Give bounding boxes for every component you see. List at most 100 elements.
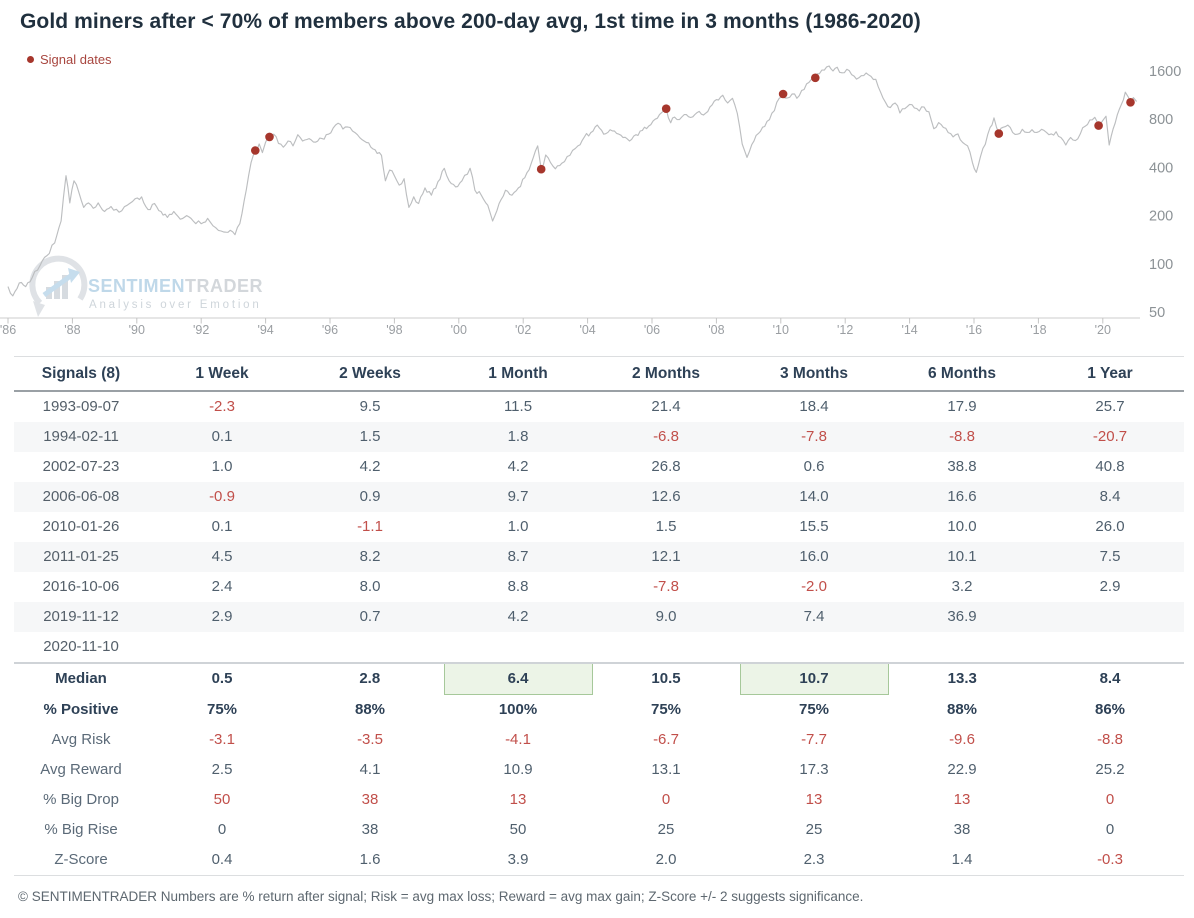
- table-cell: 12.1: [651, 548, 681, 565]
- table-cell: 3.9: [444, 845, 592, 876]
- table-cell: 0.1: [211, 518, 233, 535]
- table-cell: 9.0: [655, 608, 677, 625]
- table-cell: 16.0: [799, 548, 829, 565]
- table-cell: 10.5: [592, 662, 740, 695]
- table-cell: 8.8: [507, 578, 529, 595]
- table-cell: 86%: [1094, 700, 1126, 718]
- table-cell: 1.5: [655, 518, 677, 535]
- table-cell: 0: [1105, 791, 1115, 808]
- column-header: 2 Months: [592, 356, 740, 392]
- row-label: 2011-01-25: [43, 548, 119, 565]
- table-cell: 3.2: [951, 578, 973, 595]
- row-label: % Big Rise: [44, 821, 118, 838]
- y-axis-tick-label: 1600: [1149, 64, 1181, 80]
- table-cell: 75%: [206, 700, 238, 718]
- table-cell: 13: [953, 791, 971, 808]
- table-cell: 9.7: [507, 488, 529, 505]
- table-cell: 9.5: [359, 398, 381, 415]
- x-axis-tick-label: '08: [708, 323, 724, 337]
- table-cell: -3.5: [357, 731, 383, 748]
- row-label: 2019-11-12: [43, 608, 119, 625]
- row-label: 2016-10-06: [42, 578, 120, 595]
- x-axis-tick-label: '94: [257, 323, 273, 337]
- y-axis-tick-label: 50: [1149, 305, 1165, 321]
- table-row: 2016-10-06 2.4 8.0 8.8 -7.8 -2.0 3.2 2.9: [14, 572, 1184, 602]
- table-cell: 2.5: [211, 761, 233, 778]
- table-row: 1994-02-11 0.1 1.5 1.8 -6.8 -7.8 -8.8 -20.7: [14, 422, 1184, 452]
- signal-date-dot: [536, 164, 546, 174]
- summary-row: % Positive 75% 88% 100% 75% 75% 88% 86%: [14, 695, 1184, 726]
- table-cell: 12.6: [651, 488, 681, 505]
- column-header: 3 Months: [740, 356, 888, 392]
- page-title: Gold miners after < 70% of members above…: [20, 10, 921, 33]
- x-axis-tick-label: '92: [193, 323, 209, 337]
- table-cell: 2.9: [211, 608, 233, 625]
- column-header: 6 Months: [888, 356, 1036, 392]
- x-axis-tick-label: '02: [515, 323, 531, 337]
- row-label: Median: [14, 662, 148, 695]
- row-label: Avg Reward: [40, 761, 122, 778]
- signal-date-dot: [661, 104, 671, 113]
- signal-dot-icon: [27, 56, 34, 63]
- table-cell: 36.9: [947, 608, 977, 625]
- table-cell: 11.5: [503, 398, 533, 415]
- table-cell: 0: [1105, 821, 1115, 838]
- signal-date-dot: [265, 132, 274, 142]
- signal-date-dot: [1094, 121, 1103, 130]
- row-label: 2020-11-10: [43, 638, 119, 655]
- table-cell: 38.8: [947, 458, 977, 475]
- table-cell: 22.9: [947, 761, 977, 778]
- summary-row: Avg Reward 2.5 4.1 10.9 13.1 17.3 22.9 25.2: [14, 755, 1184, 785]
- table-cell: 1.0: [507, 518, 529, 535]
- table-cell: -7.8: [653, 578, 679, 595]
- footer-note: © SENTIMENTRADER Numbers are % return af…: [18, 889, 864, 904]
- svg-text:SENTIMENTRADER: SENTIMENTRADER: [88, 276, 263, 296]
- summary-row: Avg Risk -3.1 -3.5 -4.1 -6.7 -7.7 -9.6 -8.8: [14, 725, 1184, 755]
- table-cell: 8.4: [1036, 662, 1184, 695]
- table-cell: 2.0: [592, 845, 740, 876]
- column-header: 1 Year: [1036, 356, 1184, 392]
- table-cell: -0.9: [209, 488, 235, 505]
- table-row: 2019-11-12 2.9 0.7 4.2 9.0 7.4 36.9: [14, 602, 1184, 632]
- signal-dots: [251, 73, 1135, 174]
- table-cell: 2.3: [740, 845, 888, 876]
- column-header: 2 Weeks: [296, 356, 444, 392]
- row-label: Z-Score: [14, 845, 148, 876]
- table-cell: 17.9: [947, 398, 977, 415]
- summary-row: % Big Rise 0 38 50 25 25 38 0: [14, 815, 1184, 845]
- signal-date-dot: [811, 73, 820, 83]
- row-label: 2006-06-08: [42, 488, 120, 505]
- x-axis-tick-label: '88: [64, 323, 80, 337]
- table-cell: 0.1: [211, 428, 233, 445]
- signals-table: Signals (8) 1 Week 2 Weeks 1 Month 2 Months 3…: [14, 356, 1184, 876]
- y-axis-tick-label: 800: [1149, 112, 1173, 128]
- table-cell: 0: [217, 821, 227, 838]
- table-cell: 25.7: [1095, 398, 1125, 415]
- table-cell: -4.1: [505, 731, 531, 748]
- table-cell: 21.4: [651, 398, 681, 415]
- row-label: 2010-01-26: [42, 518, 120, 535]
- table-cell: 8.7: [507, 548, 529, 565]
- table-cell: -8.8: [1097, 731, 1123, 748]
- table-row: 2002-07-23 1.0 4.2 4.2 26.8 0.6 38.8 40.8: [14, 452, 1184, 482]
- table-cell: -2.0: [801, 578, 827, 595]
- table-cell: 8.0: [359, 578, 381, 595]
- x-axis-tick-label: '18: [1030, 323, 1046, 337]
- table-cell: -3.1: [209, 731, 235, 748]
- table-cell: [296, 632, 444, 663]
- y-axis-tick-label: 100: [1149, 257, 1173, 273]
- x-axis-tick-label: '16: [966, 323, 982, 337]
- table-cell: -7.8: [801, 428, 827, 445]
- table-cell: -0.3: [1036, 845, 1184, 876]
- table-cell: 25: [805, 821, 823, 838]
- table-cell: 75%: [650, 700, 682, 718]
- signal-date-dot: [994, 129, 1004, 138]
- table-cell: 4.2: [359, 458, 381, 475]
- table-cell: -9.6: [949, 731, 975, 748]
- signal-date-dot: [1126, 98, 1135, 107]
- table-cell: -8.8: [949, 428, 975, 445]
- table-cell: 7.5: [1099, 548, 1121, 565]
- table-cell: 1.8: [507, 428, 529, 445]
- x-axis-tick-label: '14: [901, 323, 917, 337]
- table-cell: 10.1: [947, 548, 977, 565]
